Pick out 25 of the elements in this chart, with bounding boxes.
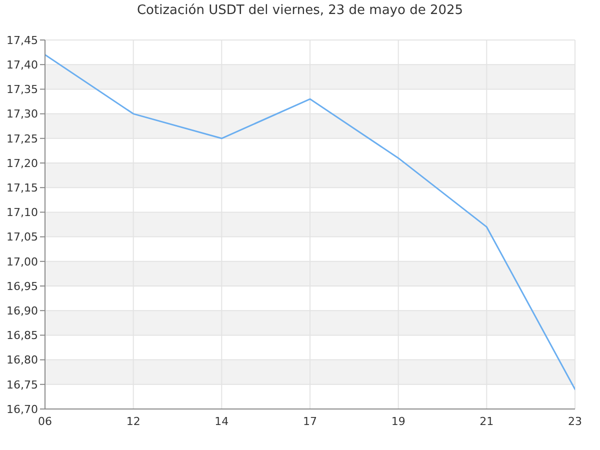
y-tick-label: 16,75 xyxy=(6,378,38,392)
y-tick-label: 17,35 xyxy=(6,83,38,96)
y-tick-label: 16,85 xyxy=(6,329,38,342)
y-tick-label: 16,80 xyxy=(6,354,38,367)
y-tick-label: 16,95 xyxy=(6,280,38,293)
y-tick-label: 17,40 xyxy=(6,58,38,72)
chart-title: Cotización USDT del viernes, 23 de mayo de 2025 xyxy=(136,2,464,20)
x-tick-label: 23 xyxy=(568,414,582,428)
x-tick-label: 21 xyxy=(480,414,494,428)
x-tick-label: 14 xyxy=(214,414,229,428)
y-tick-label: 17,00 xyxy=(6,255,38,268)
x-tick-label: 19 xyxy=(391,414,406,428)
x-tick-label: 12 xyxy=(126,414,140,428)
y-tick-label: 17,15 xyxy=(6,182,38,195)
y-tick-label: 17,45 xyxy=(6,34,38,47)
y-tick-label: 17,05 xyxy=(6,230,38,244)
x-tick-label: 06 xyxy=(38,414,52,428)
y-tick-label: 17,20 xyxy=(6,156,38,170)
x-tick-label: 17 xyxy=(303,414,317,428)
y-tick-label: 17,25 xyxy=(6,132,38,146)
line-series xyxy=(45,54,575,390)
y-tick-label: 16,70 xyxy=(6,402,38,416)
y-tick-label: 16,90 xyxy=(6,304,38,318)
y-tick-label: 17,30 xyxy=(6,108,38,121)
y-tick-label: 17,10 xyxy=(6,206,38,220)
